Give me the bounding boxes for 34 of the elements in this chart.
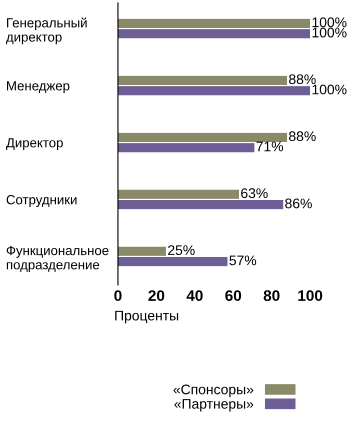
x-tick-label: 20: [148, 290, 164, 302]
legend-label: «Партнеры»: [174, 399, 254, 412]
data-label: 100%: [312, 84, 347, 94]
x-axis-title: Проценты: [115, 310, 178, 324]
x-tick-label: 40: [186, 290, 203, 302]
bar: [118, 200, 284, 210]
bar: [118, 29, 310, 38]
bar: [118, 257, 228, 266]
x-tick-label: 60: [225, 290, 242, 302]
data-label: 100%: [312, 28, 347, 38]
bar: [118, 86, 310, 96]
data-label: 63%: [241, 188, 268, 198]
data-label: 25%: [168, 245, 195, 256]
bar: [118, 143, 254, 152]
y-tick-label: Сотрудники: [6, 195, 76, 208]
y-tick-label: Функциональное подразделение: [6, 246, 108, 272]
bar: [118, 190, 240, 199]
bar: [118, 246, 166, 256]
x-tick-label: 0: [114, 290, 122, 302]
bar: [118, 132, 288, 142]
bar: [118, 76, 288, 85]
x-tick-label: 80: [264, 290, 280, 302]
data-label: 71%: [256, 142, 284, 152]
x-tick-label: 100: [298, 290, 322, 302]
data-label: 86%: [285, 198, 312, 208]
bar: [118, 18, 310, 28]
legend-label: «Спонсоры»: [173, 384, 254, 398]
y-tick-label: Директор: [6, 138, 63, 150]
data-label: 88%: [289, 74, 316, 84]
data-label: 100%: [312, 17, 347, 28]
y-tick-label: Генеральный директор: [6, 18, 87, 44]
data-label: 88%: [289, 131, 316, 142]
y-tick-label: Менеджер: [7, 81, 70, 94]
data-label: 57%: [229, 256, 256, 266]
